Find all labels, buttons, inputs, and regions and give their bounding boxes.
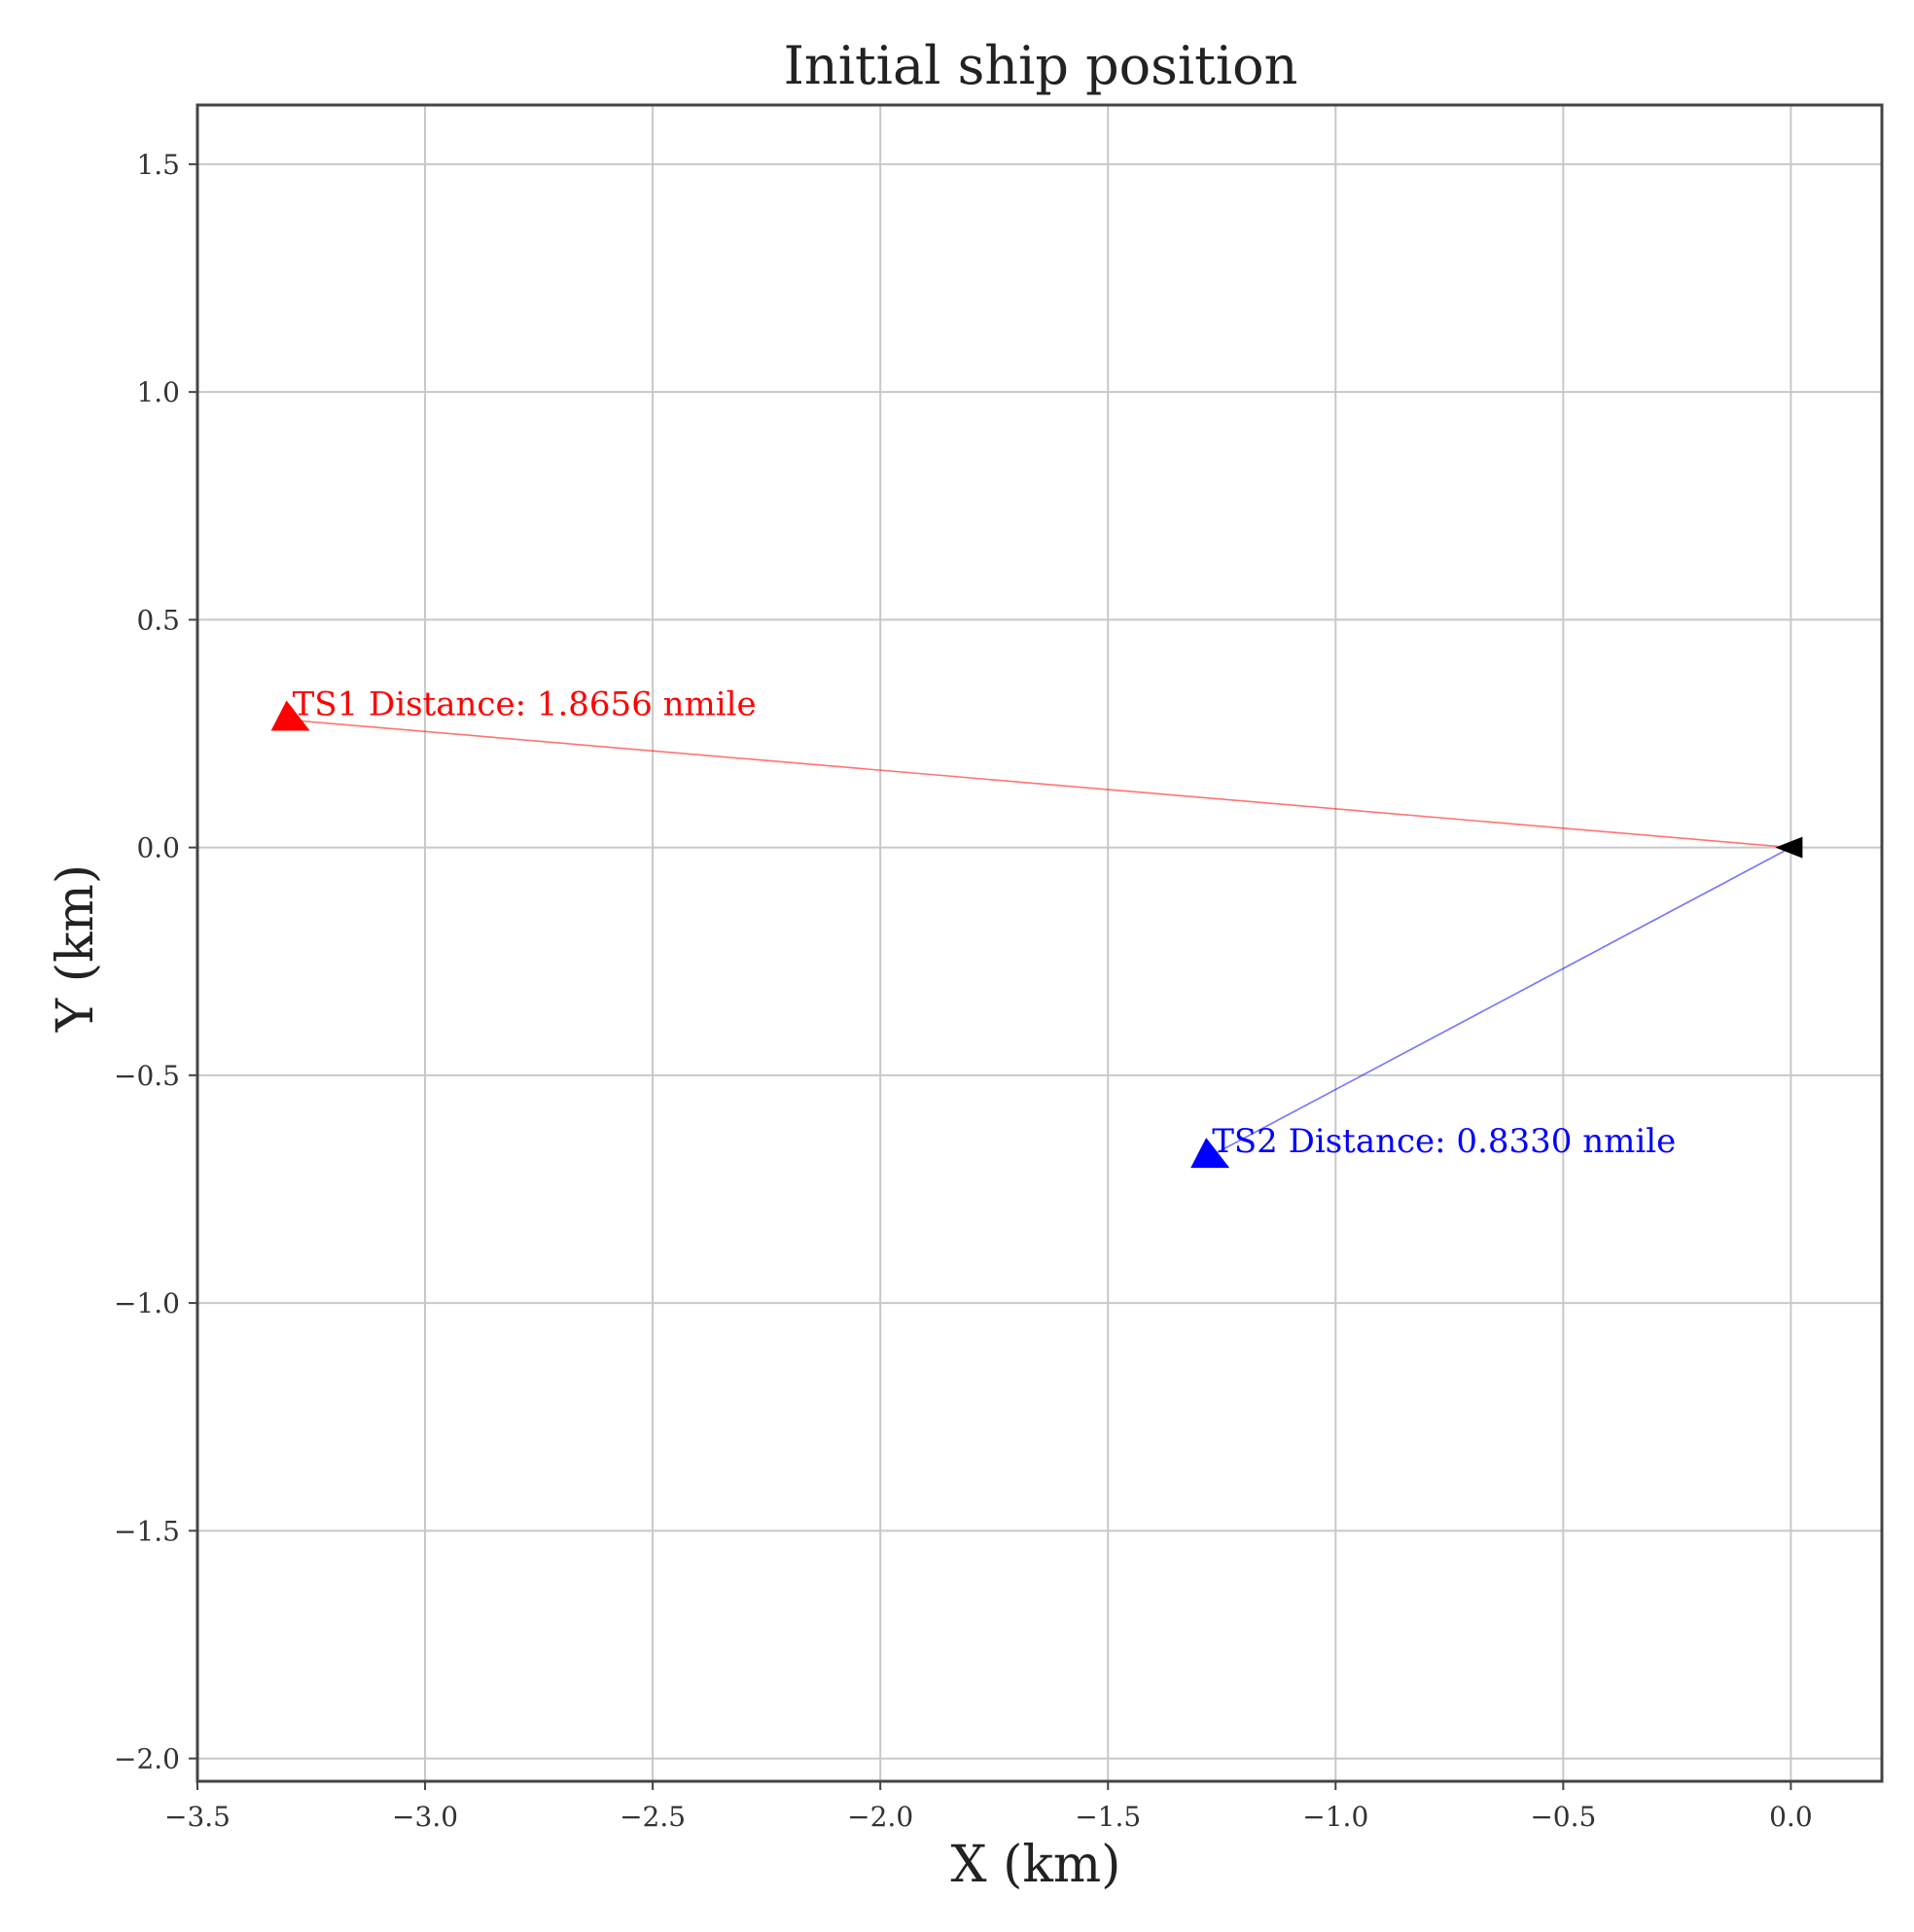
x-tick-label: −0.5 — [1530, 1801, 1596, 1833]
connection-line-ts2 — [1207, 846, 1791, 1158]
target-ship-marker-ts2 — [1190, 1138, 1230, 1169]
y-tick-label: 1.5 — [136, 149, 180, 181]
grid — [196, 105, 1882, 1781]
x-tick-label: 0.0 — [1769, 1801, 1813, 1833]
y-tick-label: 0.0 — [136, 832, 180, 864]
connection-line-ts1 — [288, 719, 1791, 849]
x-tick-label: −3.0 — [392, 1801, 458, 1833]
x-tick-label: −1.5 — [1075, 1801, 1141, 1833]
y-tick-label: 1.0 — [136, 376, 180, 408]
connection-lines — [288, 719, 1791, 1158]
y-axis-label: Y (km) — [47, 864, 105, 1033]
x-tick-label: −1.0 — [1302, 1801, 1368, 1833]
x-tick-label: −3.5 — [164, 1801, 230, 1833]
y-tick-label: −1.5 — [114, 1515, 180, 1547]
chart-title: Initial ship position — [784, 35, 1298, 96]
x-tick-label: −2.5 — [620, 1801, 686, 1833]
x-ticks: −3.5 −3.0 −2.5 −2.0 −1.5 −1.0 −0.5 0.0 — [164, 1781, 1813, 1833]
x-axis-label: X (km) — [951, 1836, 1121, 1894]
own-ship-marker — [1775, 836, 1803, 859]
distance-label-ts1: TS1 Distance: 1.8656 nmile — [293, 685, 757, 723]
y-tick-label: −1.0 — [114, 1287, 180, 1319]
y-tick-label: −0.5 — [114, 1060, 180, 1092]
x-tick-label: −2.0 — [847, 1801, 913, 1833]
y-ticks: −2.0 −1.5 −1.0 −0.5 0.0 0.5 1.0 1.5 — [114, 149, 197, 1775]
target-ship-marker-ts1 — [270, 700, 310, 731]
annotations: TS1 Distance: 1.8656 nmile TS2 Distance: … — [293, 685, 1677, 1161]
y-tick-label: −2.0 — [114, 1743, 180, 1775]
y-tick-label: 0.5 — [136, 604, 180, 636]
ship-markers — [270, 700, 1803, 1169]
distance-label-ts2: TS2 Distance: 0.8330 nmile — [1212, 1122, 1676, 1161]
plot-frame — [195, 103, 1884, 1783]
